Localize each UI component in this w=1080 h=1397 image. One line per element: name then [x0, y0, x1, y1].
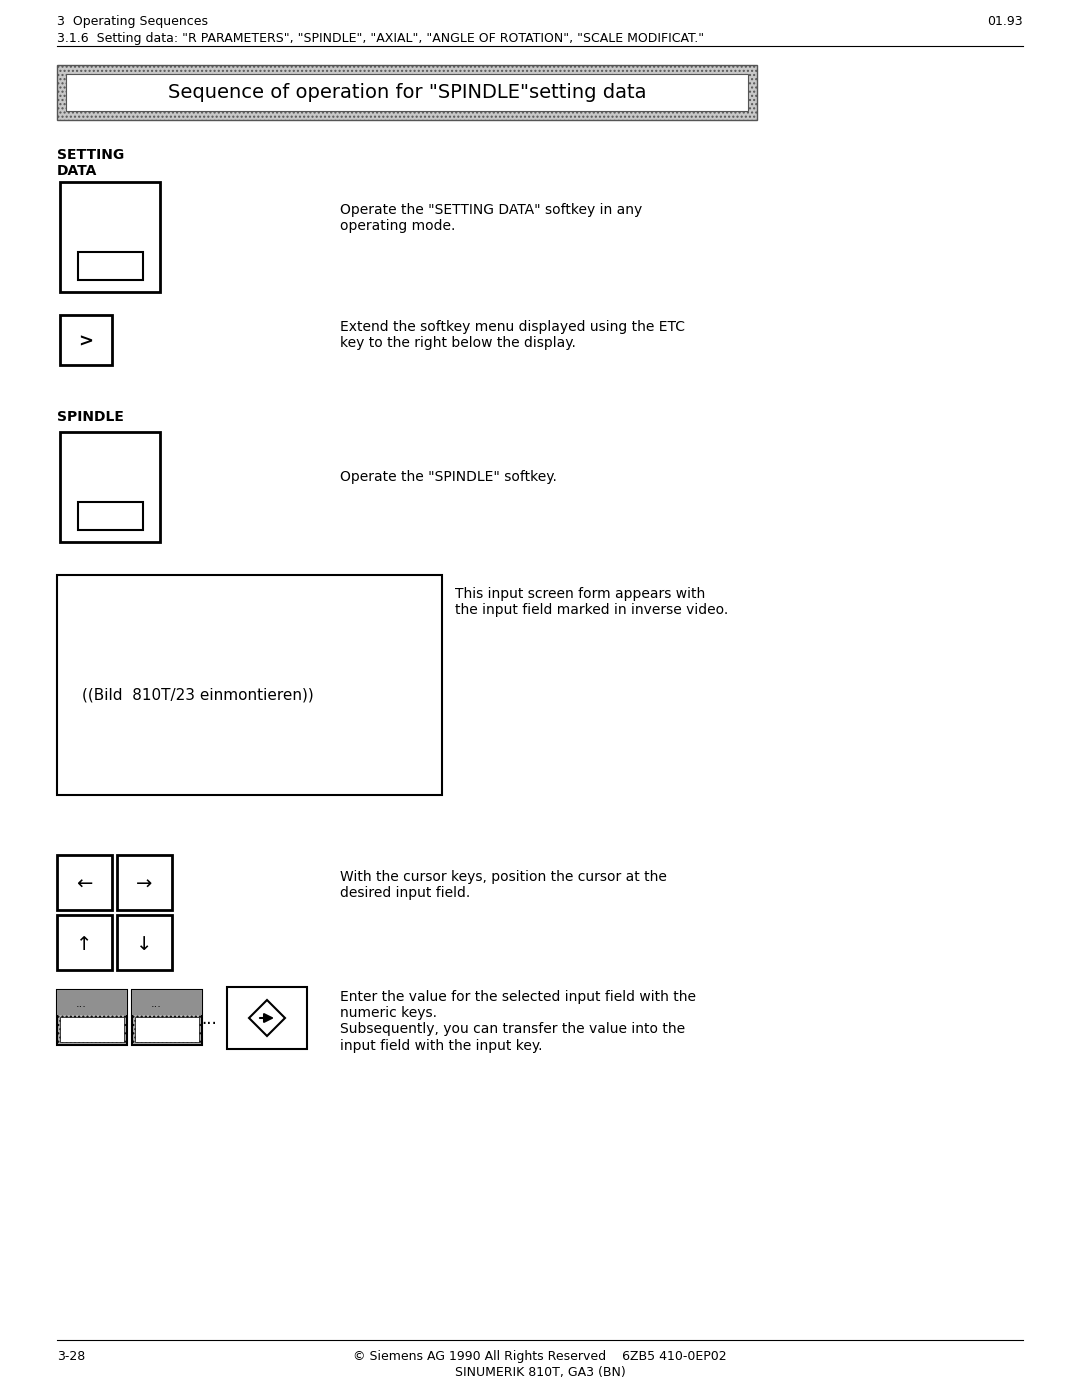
Text: ...: ... — [151, 999, 162, 1010]
Text: 3  Operating Sequences: 3 Operating Sequences — [57, 15, 208, 28]
Text: © Siemens AG 1990 All Rights Reserved    6ZB5 410-0EP02: © Siemens AG 1990 All Rights Reserved 6Z… — [353, 1350, 727, 1363]
Text: ...: ... — [76, 999, 86, 1010]
Text: 3-28: 3-28 — [57, 1350, 85, 1363]
Bar — [57, 576, 442, 795]
Bar — [60, 432, 160, 542]
Text: ↓: ↓ — [136, 935, 152, 954]
Text: This input screen form appears with
the input field marked in inverse video.: This input screen form appears with the … — [455, 587, 728, 617]
Text: SETTING
DATA: SETTING DATA — [57, 148, 124, 179]
Bar — [57, 915, 112, 970]
Bar — [132, 990, 202, 1014]
Text: ((Bild  810T/23 einmontieren)): ((Bild 810T/23 einmontieren)) — [82, 687, 314, 703]
Text: SINUMERIK 810T, GA3 (BN): SINUMERIK 810T, GA3 (BN) — [455, 1366, 625, 1379]
Text: ...: ... — [201, 1010, 217, 1028]
Bar — [66, 74, 748, 110]
Text: With the cursor keys, position the cursor at the
desired input field.: With the cursor keys, position the curso… — [340, 870, 666, 900]
Polygon shape — [249, 1000, 285, 1037]
Bar — [135, 1017, 199, 1042]
Bar — [57, 990, 127, 1014]
Bar — [60, 1017, 124, 1042]
Bar — [57, 855, 112, 909]
Text: >: > — [79, 332, 94, 351]
Text: 3.1.6  Setting data: "R PARAMETERS", "SPINDLE", "AXIAL", "ANGLE OF ROTATION", "S: 3.1.6 Setting data: "R PARAMETERS", "SPI… — [57, 32, 704, 45]
Text: Sequence of operation for "SPINDLE"setting data: Sequence of operation for "SPINDLE"setti… — [167, 82, 646, 102]
Bar — [57, 990, 127, 1045]
Text: Operate the "SPINDLE" softkey.: Operate the "SPINDLE" softkey. — [340, 469, 557, 483]
Bar — [60, 182, 160, 292]
Text: Enter the value for the selected input field with the
numeric keys.
Subsequently: Enter the value for the selected input f… — [340, 990, 696, 1052]
Text: Operate the "SETTING DATA" softkey in any
operating mode.: Operate the "SETTING DATA" softkey in an… — [340, 203, 643, 233]
Bar — [117, 915, 172, 970]
Bar — [132, 990, 202, 1045]
Text: →: → — [136, 875, 152, 894]
Bar — [57, 66, 757, 120]
Text: ↑: ↑ — [77, 935, 93, 954]
Text: ←: ← — [77, 875, 93, 894]
Text: Extend the softkey menu displayed using the ETC
key to the right below the displ: Extend the softkey menu displayed using … — [340, 320, 685, 351]
Bar — [78, 251, 143, 279]
Bar — [227, 988, 307, 1049]
Text: 01.93: 01.93 — [987, 15, 1023, 28]
Bar — [60, 314, 112, 365]
Text: SPINDLE: SPINDLE — [57, 409, 124, 425]
Bar — [78, 502, 143, 529]
Bar — [117, 855, 172, 909]
